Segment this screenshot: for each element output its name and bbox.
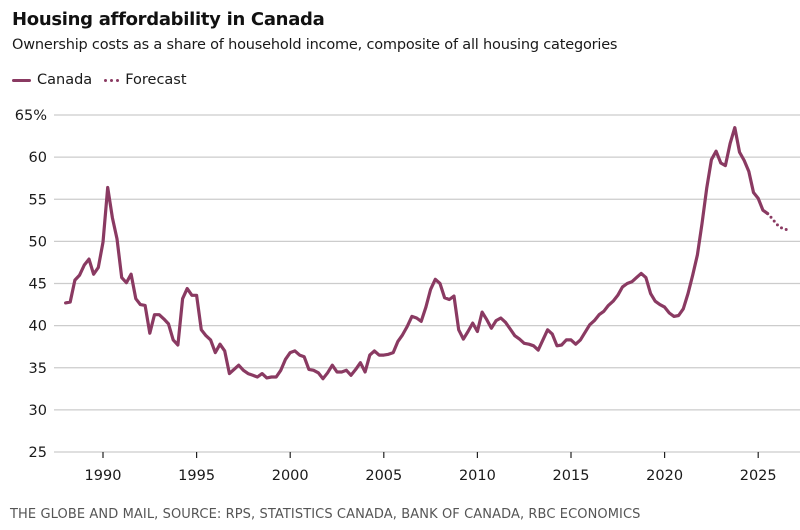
y-tick-label: 50 (29, 234, 47, 250)
x-axis-ticks: 1990 1995 2000 2005 2010 2015 2020 2025 (85, 452, 777, 484)
y-tick-label: 55 (29, 192, 47, 208)
legend-solid-line-icon (12, 78, 31, 82)
legend-item-forecast: Forecast (104, 72, 187, 88)
y-tick-label: 40 (29, 319, 47, 335)
series-line-forecast (766, 212, 793, 232)
legend-label-canada: Canada (37, 72, 93, 88)
x-tick-label: 2025 (740, 468, 777, 484)
y-tick-label: 25 (29, 445, 47, 461)
y-axis-labels: 25 30 35 40 45 50 55 60 65% (15, 108, 47, 461)
series-layer (63, 126, 793, 381)
x-tick-label: 2020 (646, 468, 683, 484)
x-tick-label: 1995 (178, 468, 215, 484)
y-tick-label: 65% (15, 108, 47, 124)
legend-label-forecast: Forecast (125, 72, 187, 88)
chart-title: Housing affordability in Canada (12, 9, 325, 30)
x-tick-label: 2010 (459, 468, 496, 484)
y-tick-label: 60 (29, 150, 47, 166)
legend-dotted-line-icon (104, 78, 120, 82)
x-tick-label: 1990 (85, 468, 122, 484)
x-tick-label: 2000 (272, 468, 309, 484)
legend-item-canada: Canada (12, 72, 92, 88)
source-credit: THE GLOBE AND MAIL, SOURCE: RPS, STATIST… (10, 507, 641, 522)
legend: Canada Forecast (12, 72, 199, 88)
y-tick-label: 35 (29, 361, 47, 377)
series-line-canada (63, 126, 770, 381)
chart-subtitle: Ownership costs as a share of household … (12, 37, 618, 53)
y-tick-label: 30 (29, 403, 47, 419)
x-tick-label: 2015 (553, 468, 590, 484)
y-tick-label: 45 (29, 277, 47, 293)
x-tick-label: 2005 (365, 468, 402, 484)
gridlines (54, 114, 800, 453)
